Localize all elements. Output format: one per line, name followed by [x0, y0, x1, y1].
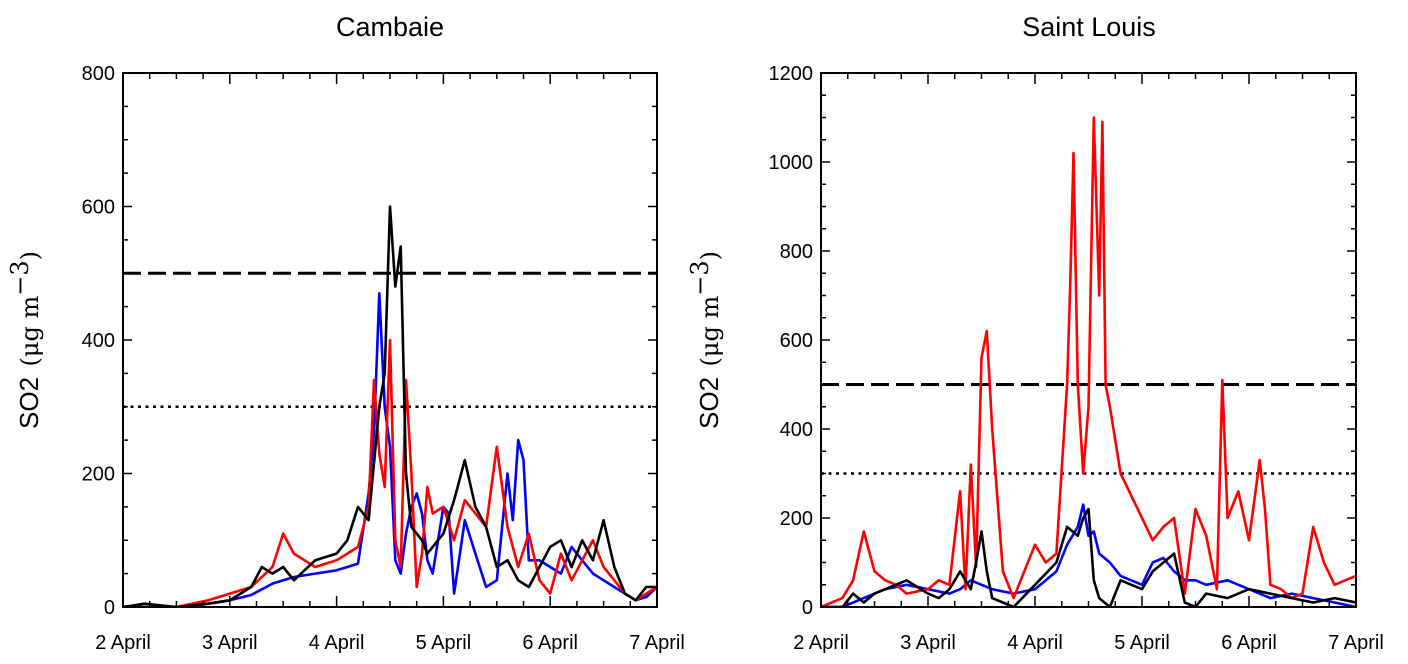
y-axis-label: SO2 (μg m−3) [686, 251, 724, 429]
series-line-2 [123, 205, 657, 607]
y-axis-unit: μg m [16, 296, 44, 358]
y-tick-label: 800 [780, 241, 813, 263]
x-tick-label: 5 April [416, 632, 472, 654]
y-axis-unit-exponent: −3 [686, 260, 714, 295]
chart-title: Saint Louis [1022, 12, 1156, 42]
svg-text:SO2 (μg m−3): SO2 (μg m−3) [6, 251, 44, 429]
x-tick-label: 2 April [95, 632, 151, 654]
series-line-2 [821, 507, 1356, 607]
y-tick-label: 400 [82, 330, 115, 352]
x-tick-label: 3 April [900, 632, 956, 654]
series-line-1 [821, 116, 1356, 607]
series-line-1 [123, 338, 657, 607]
x-tick-label: 6 April [522, 632, 578, 654]
y-axis-unit-close: ) [16, 251, 44, 260]
y-tick-label: 600 [82, 197, 115, 219]
chart-title: Cambaie [336, 12, 444, 42]
y-axis-unit-open: ( [696, 357, 724, 366]
y-tick-label: 0 [802, 597, 813, 619]
y-tick-label: 200 [780, 508, 813, 530]
y-tick-label: 800 [82, 63, 115, 85]
x-tick-label: 7 April [1328, 632, 1384, 654]
y-tick-label: 1000 [769, 152, 814, 174]
y-axis-label-text: SO2 [14, 377, 44, 429]
y-axis-label-text: SO2 [694, 377, 724, 429]
y-axis-unit-exponent: −3 [6, 260, 34, 295]
y-axis-unit-close: ) [696, 251, 724, 260]
y-tick-label: 200 [82, 464, 115, 486]
panel-saint-louis: Saint Louis SO2 (μg m−3) 0 200 400 600 800 10… [686, 12, 1384, 654]
x-tick-label: 5 April [1114, 632, 1170, 654]
panel-cambaie: Cambaie SO2 (μg m−3) 0 200 400 600 800 2 Apri… [6, 12, 685, 654]
x-tick-label: 6 April [1221, 632, 1277, 654]
x-tick-label: 4 April [1007, 632, 1063, 654]
x-tick-label: 3 April [202, 632, 258, 654]
x-tick-label: 7 April [629, 632, 685, 654]
y-tick-label: 400 [780, 419, 813, 441]
y-tick-label: 1200 [769, 63, 814, 85]
y-axis-unit-open: ( [16, 357, 44, 366]
y-tick-label: 0 [104, 597, 115, 619]
y-axis-unit: μg m [696, 296, 724, 358]
x-tick-label: 2 April [793, 632, 849, 654]
y-axis-label: SO2 (μg m−3) [6, 251, 44, 429]
svg-text:SO2 (μg m−3): SO2 (μg m−3) [686, 251, 724, 429]
y-tick-label: 600 [780, 330, 813, 352]
x-tick-label: 4 April [309, 632, 365, 654]
series-line-0 [123, 291, 657, 607]
